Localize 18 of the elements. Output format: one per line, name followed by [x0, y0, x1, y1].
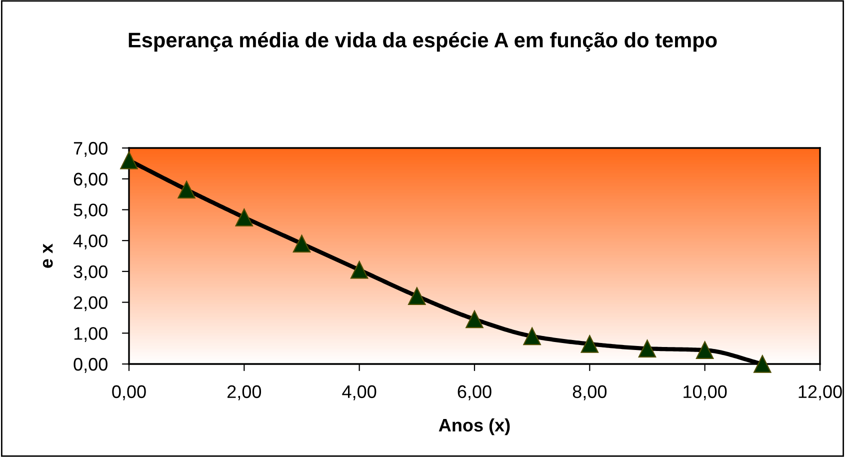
y-axis-title: e x [42, 244, 53, 268]
y-tick-label: 3,00 [74, 265, 108, 280]
x-tick-label: 8,00 [572, 385, 607, 400]
y-tick-label: 7,00 [74, 142, 108, 157]
y-tick-label: 4,00 [73, 234, 108, 250]
x-axis-title: Anos (x) [438, 418, 510, 436]
x-tick-label: 4,00 [342, 385, 376, 400]
x-tick-label: 6,00 [458, 385, 492, 400]
chart-title: Esperança média de vida da espécie A em função do tempo [128, 32, 717, 52]
x-tick-label: 12,00 [798, 385, 842, 400]
y-tick-label: 2,00 [74, 296, 108, 312]
x-tick-label: 2,00 [228, 385, 262, 400]
y-tick-label: 5,00 [74, 204, 108, 219]
x-tick-label: 0,00 [112, 385, 146, 400]
y-tick-label: 1,00 [74, 327, 108, 342]
x-tick-label: 10,00 [684, 385, 727, 400]
y-tick-label: 0,00 [74, 358, 108, 373]
y-tick-label: 6,00 [74, 172, 108, 188]
